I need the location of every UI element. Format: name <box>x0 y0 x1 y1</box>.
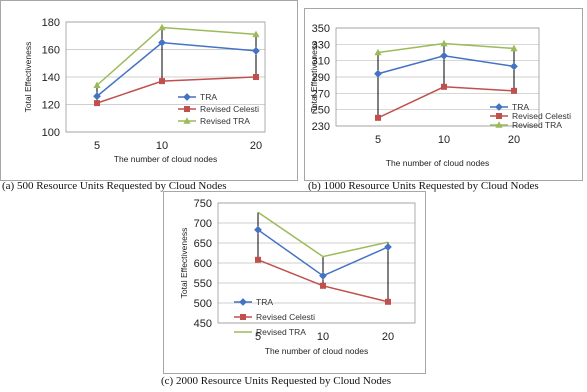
x-tick-label: 10 <box>438 134 450 146</box>
data-point-revised-celesti <box>94 100 100 107</box>
data-point-tra <box>93 92 101 101</box>
chart-frame <box>163 191 426 374</box>
y-tick-label: 500 <box>194 298 212 310</box>
data-point-revised-tra <box>158 23 166 31</box>
y-tick-label: 650 <box>194 238 212 250</box>
legend-marker-revised-celesti <box>184 106 190 112</box>
y-tick-label: 290 <box>312 72 330 84</box>
y-axis-title: Total Effectiveness <box>309 42 319 113</box>
y-tick-label: 450 <box>194 318 212 330</box>
x-tick-label: 5 <box>375 134 381 146</box>
series-line-revised-tra <box>257 211 389 258</box>
legend-label-revised-tra: Revised TRA <box>200 116 250 126</box>
y-tick-label: 310 <box>312 56 330 68</box>
legend-label-revised-celesti: Revised Celesti <box>200 104 259 114</box>
y-tick-label: 350 <box>312 23 330 35</box>
legend-marker-tra <box>239 298 247 306</box>
legend: TRA Revised Celesti Revised TRA <box>234 297 315 337</box>
data-point-tra <box>254 225 262 234</box>
legend-label-tra: TRA <box>256 297 273 307</box>
data-point-revised-celesti <box>511 87 517 94</box>
legend-marker-revised-celesti <box>240 314 246 320</box>
y-tick-label: 700 <box>194 218 212 230</box>
legend-label-revised-tra: Revised TRA <box>512 120 562 130</box>
chart-panel-b: 230 250 270 290 310 330 350 5 10 20 The number of … <box>304 8 583 181</box>
data-point-tra <box>374 69 382 78</box>
legend: TRA Revised Celesti Revised TRA <box>178 92 259 126</box>
y-axis-title: Total Effectiveness <box>179 228 189 299</box>
data-point-revised-celesti <box>441 83 447 90</box>
data-point-tra <box>440 51 448 60</box>
data-point-revised-tra <box>374 48 382 56</box>
y-tick-label: 100 <box>42 127 60 139</box>
legend-marker-tra <box>183 93 191 101</box>
data-point-tra <box>319 271 327 280</box>
x-tick-label: 5 <box>94 140 100 152</box>
x-tick-label: 20 <box>508 134 520 146</box>
x-axis-title: The number of cloud nodes <box>114 154 217 164</box>
data-point-revised-celesti <box>385 298 391 305</box>
y-tick-label: 230 <box>312 121 330 133</box>
chart-frame <box>304 8 583 181</box>
y-tick-label: 750 <box>194 198 212 210</box>
legend-marker-revised-tra <box>495 121 503 128</box>
data-point-revised-tra <box>440 39 448 47</box>
data-point-revised-celesti <box>255 256 261 263</box>
chart-frame <box>0 0 298 181</box>
y-tick-label: 250 <box>312 105 330 117</box>
chart-panel-a: 100 120 140 160 180 5 10 20 The number of cloud … <box>0 0 298 181</box>
y-tick-label: 550 <box>194 278 212 290</box>
x-tick-label: 10 <box>317 331 329 343</box>
legend-label-tra: TRA <box>512 102 529 112</box>
data-point-tra <box>252 46 260 55</box>
chart-caption-b: (b) 1000 Resource Units Requested by Clo… <box>308 180 539 192</box>
y-tick-label: 330 <box>312 39 330 51</box>
y-tick-label: 180 <box>42 17 60 29</box>
data-point-revised-celesti <box>159 78 165 85</box>
y-tick-label: 120 <box>42 100 60 112</box>
y-tick-label: 270 <box>312 88 330 100</box>
y-tick-label: 160 <box>42 45 60 57</box>
x-axis-title: The number of cloud nodes <box>265 346 368 356</box>
x-tick-label: 10 <box>156 140 168 152</box>
chart-caption-c: (c) 2000 Resource Units Requested by Clo… <box>161 375 391 387</box>
legend-marker-revised-celesti <box>496 113 502 119</box>
y-axis-title: Total Effectiveness <box>23 42 33 113</box>
data-point-revised-celesti <box>253 74 259 80</box>
y-tick-label: 600 <box>194 258 212 270</box>
x-tick-label: 20 <box>382 331 394 343</box>
plot-area <box>335 27 540 127</box>
data-point-revised-tra <box>252 30 260 38</box>
legend-label-revised-celesti: Revised Celesti <box>512 111 571 121</box>
data-point-revised-tra <box>510 44 518 52</box>
legend-marker-revised-tra <box>183 117 191 124</box>
plot-area <box>217 202 416 324</box>
data-point-tra <box>510 62 518 71</box>
chart-panel-c: 450 500 550 600 650 700 750 5 10 20 The number of … <box>163 191 426 374</box>
legend-marker-tra <box>495 103 503 111</box>
chart-caption-a: (a) 500 Resource Units Requested by Clou… <box>2 180 227 192</box>
plot-area <box>65 21 266 133</box>
y-tick-label: 140 <box>42 72 60 84</box>
x-axis-title: The number of cloud nodes <box>386 158 489 168</box>
data-point-revised-celesti <box>375 114 381 121</box>
legend-label-revised-tra: Revised TRA <box>256 327 306 337</box>
data-point-revised-celesti <box>320 282 326 289</box>
legend-label-tra: TRA <box>200 92 217 102</box>
x-tick-label: 5 <box>255 331 261 343</box>
data-point-revised-tra <box>93 81 101 89</box>
legend-label-revised-celesti: Revised Celesti <box>256 312 315 322</box>
x-tick-label: 20 <box>250 140 262 152</box>
data-point-tra <box>384 243 392 251</box>
data-point-tra <box>158 38 166 47</box>
